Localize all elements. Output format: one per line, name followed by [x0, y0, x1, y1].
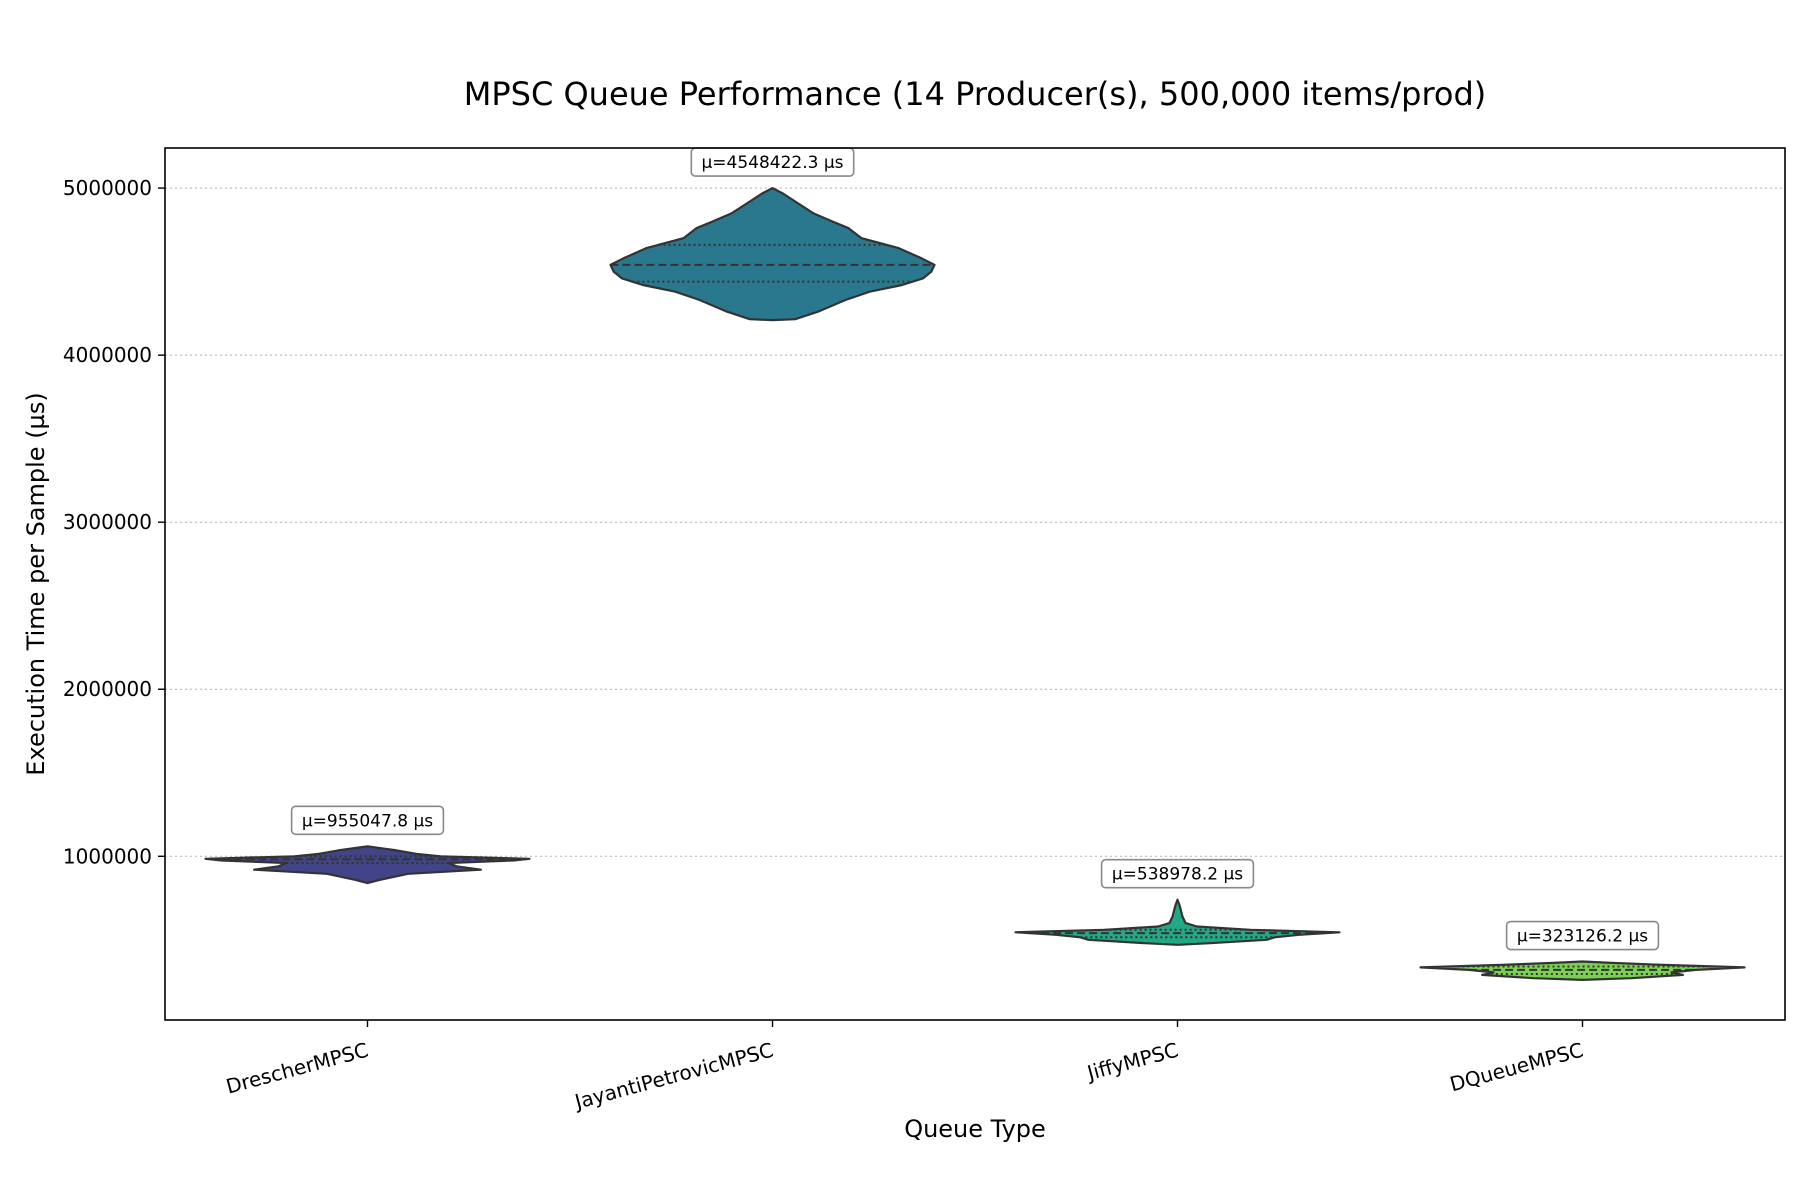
annotation-layer: μ=955047.8 µs μ=4548422.3 µs μ=538978.2 µs…	[290, 147, 1660, 951]
mean-annotation-text: μ=4548422.3 µs	[701, 153, 843, 173]
violin-layer	[204, 187, 1746, 981]
mean-annotation: μ=955047.8 µs	[290, 805, 445, 836]
x-axis-label: Queue Type	[904, 1115, 1046, 1143]
violin-DrescherMPSC	[204, 845, 531, 885]
grid-layer	[165, 187, 1785, 857]
mean-annotation-text: μ=538978.2 µs	[1112, 865, 1243, 885]
violin-JiffyMPSC	[1014, 898, 1341, 946]
mean-annotation-text: μ=323126.2 µs	[1517, 927, 1648, 947]
x-axis-ticks: DrescherMPSC JayantiPetrovicMPSC JiffyMPSC…	[223, 1020, 1586, 1115]
x-tick-label: DQueueMPSC	[1447, 1038, 1586, 1097]
y-tick-label: 4000000	[63, 343, 152, 367]
mean-annotation-box	[1505, 920, 1660, 951]
y-tick-label: 1000000	[63, 844, 152, 868]
plot-frame	[164, 147, 1786, 1021]
x-tick-label: JiffyMPSC	[1083, 1038, 1181, 1086]
mean-annotation-box	[1100, 858, 1255, 889]
y-tick-label: 3000000	[63, 510, 152, 534]
y-tick-label: 2000000	[63, 677, 152, 701]
chart-title: MPSC Queue Performance (14 Producer(s), …	[464, 75, 1487, 113]
y-axis-ticks: 1000000 2000000 3000000 4000000 5000000	[63, 176, 165, 868]
x-tick-label: DrescherMPSC	[223, 1038, 370, 1099]
mean-annotation: μ=323126.2 µs	[1505, 920, 1660, 951]
y-tick-label: 5000000	[63, 176, 152, 200]
y-axis-label: Execution Time per Sample (µs)	[22, 392, 50, 775]
x-tick-label: JayantiPetrovicMPSC	[570, 1038, 775, 1115]
mean-annotation: μ=4548422.3 µs	[690, 147, 855, 177]
violin-JayantiPetrovicMPSC	[609, 187, 936, 322]
mean-annotation-text: μ=955047.8 µs	[302, 811, 433, 831]
mean-annotation-box	[290, 805, 445, 836]
mean-annotation: μ=538978.2 µs	[1100, 858, 1255, 889]
